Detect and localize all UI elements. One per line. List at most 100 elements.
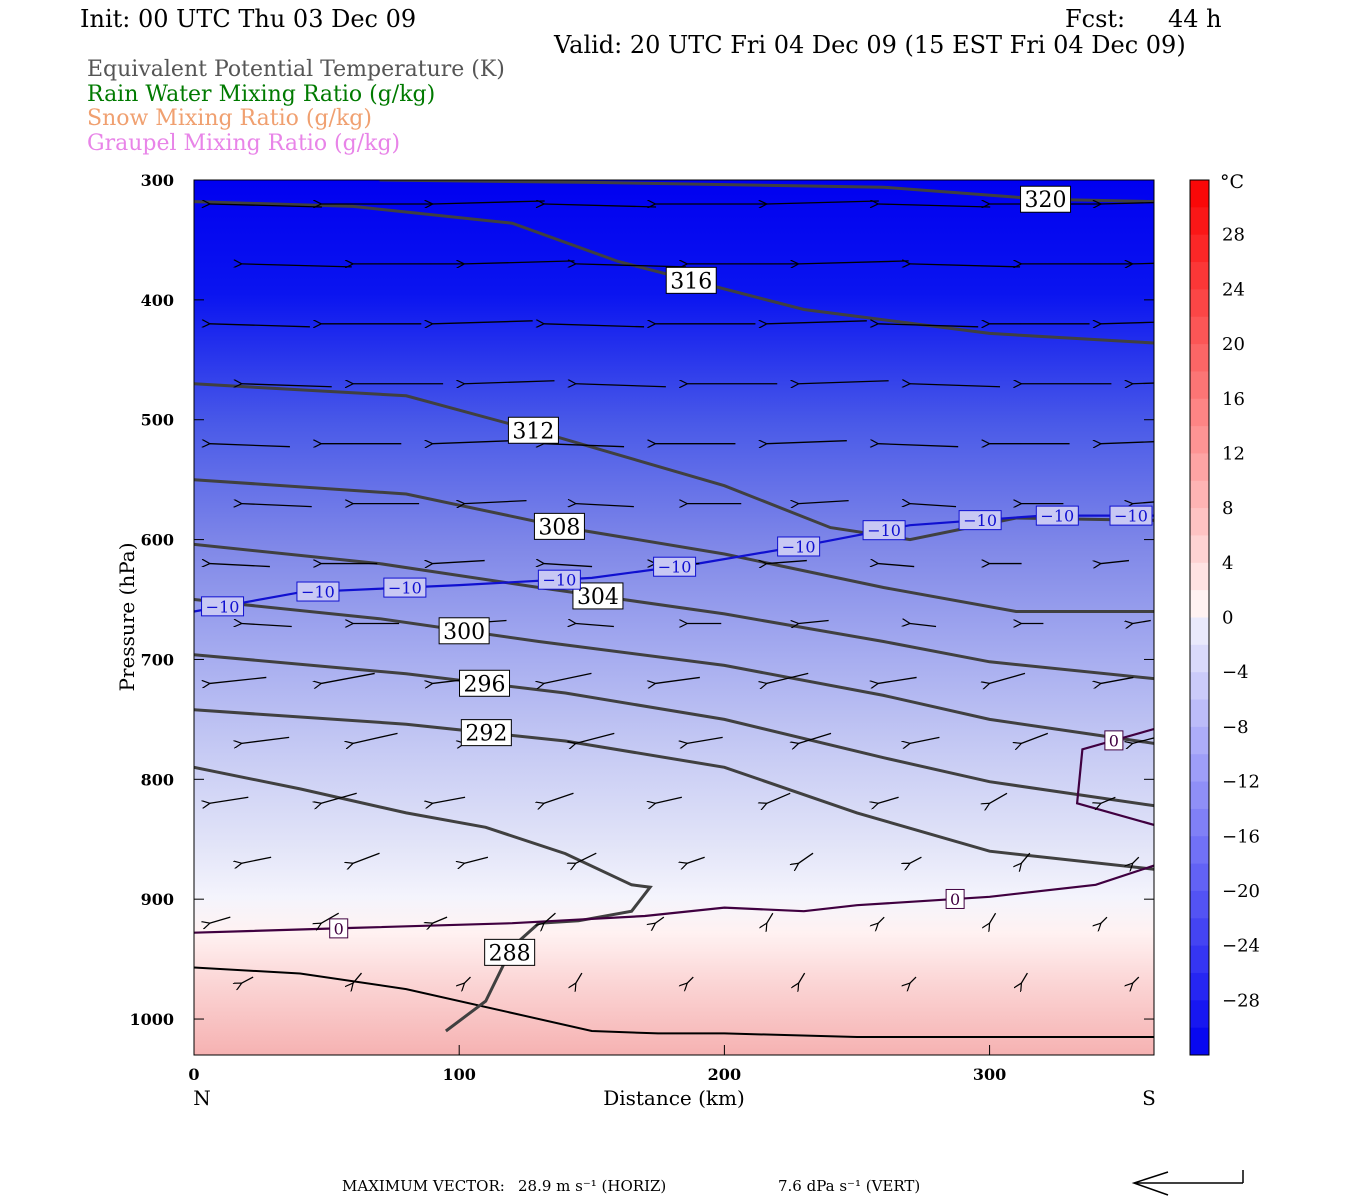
wind-vector-icon: [433, 201, 545, 204]
wind-vector-icon: [1101, 201, 1154, 204]
theta-e-label-box: [459, 669, 511, 697]
colorbar-tick-label: 8: [1222, 498, 1233, 519]
wind-vector-icon: [576, 264, 686, 267]
legend-graupel: Graupel Mixing Ratio (g/kg): [87, 131, 401, 156]
y-tick-label: 800: [141, 770, 174, 789]
temperature-label-box: [777, 536, 821, 557]
wind-vector-icon: [544, 564, 593, 567]
axes: 300 400 500 600 700 800 900 1000 0 100 200 300: [129, 171, 1154, 1084]
temperature-label-box: [201, 596, 245, 617]
wind-vector-icon: [1101, 676, 1134, 683]
temperature-label: −10: [301, 583, 335, 602]
colorbar-swatch: [1190, 644, 1209, 673]
wind-vector-icon: [210, 564, 270, 567]
y-tick-label: 900: [141, 890, 174, 909]
wind-vector-icon: [242, 736, 290, 743]
wind-vector-icon: [1133, 737, 1154, 743]
wind-vector-icon: [687, 976, 694, 983]
temperature-label-box: [1109, 505, 1153, 526]
theta-e-label-box: [507, 416, 559, 444]
colorbar-swatch: [1190, 398, 1209, 427]
wind-vector-icon: [353, 852, 380, 863]
forecast-label: Fcst:: [1065, 5, 1126, 33]
colorbar-swatch: [1190, 480, 1209, 509]
max-vector-vert: 7.6 dPa s⁻¹ (VERT): [778, 1177, 921, 1195]
theta-e-label-box: [533, 512, 585, 540]
wind-vector-icon: [1101, 321, 1154, 324]
colorbar-swatch: [1190, 1000, 1209, 1029]
wind-vector-icon: [433, 796, 466, 803]
temperature-label-box: [537, 569, 581, 590]
wind-vector-icon: [544, 792, 574, 803]
wind-vector-icon: [1021, 732, 1049, 743]
colorbar-swatch: [1190, 918, 1209, 947]
theta-e-contour-292: [194, 708, 1154, 871]
wind-vector-icon: [544, 912, 556, 923]
theta-e-contour-316: [194, 200, 1154, 345]
colorbar-swatch: [1190, 344, 1209, 372]
colorbar-frame: [1189, 179, 1210, 1056]
theta-e-label-box: [572, 582, 624, 610]
theta-e-label-box: [1020, 185, 1072, 213]
max-vector-horiz: 28.9 m s⁻¹ (HORIZ): [518, 1177, 667, 1195]
wind-vector-icon: [433, 441, 513, 444]
temperature-label: −10: [1114, 507, 1148, 526]
temperature-label-box: [329, 918, 349, 939]
wind-vector-icon: [1021, 852, 1031, 863]
colorbar-swatch: [1190, 972, 1209, 1001]
wind-vector-icon: [1133, 261, 1154, 264]
wind-vector-icon: [910, 384, 1001, 387]
colorbar-swatch: [1190, 562, 1209, 591]
temperature-label: −10: [963, 511, 997, 530]
wind-vector-icon: [433, 916, 448, 923]
x-tick-label: 100: [442, 1065, 475, 1084]
theta-e-label: 312: [512, 419, 554, 444]
colorbar-swatch: [1190, 754, 1209, 783]
colorbar-tick-label: 12: [1222, 443, 1245, 464]
temperature-label-box: [1035, 505, 1079, 526]
y-tick-label: 500: [141, 411, 174, 430]
wind-vector-icon: [910, 736, 940, 743]
temperature-label-box: [945, 888, 965, 909]
wind-vector-icon: [1101, 561, 1130, 564]
valid-time: Valid: 20 UTC Fri 04 Dec 09 (15 EST Fri …: [554, 31, 1186, 59]
wind-vector-icon: [576, 972, 583, 983]
colorbar-swatch: [1190, 207, 1209, 236]
contour-labels: 320 316 312 308 304 300 296 292 288 −10 −10 −10 −10 −…: [201, 185, 1153, 966]
wind-vector-icon: [321, 672, 375, 683]
wind-vector-icon: [767, 792, 791, 803]
colorbar-tick-label: −28: [1222, 990, 1260, 1011]
wind-vector-icon: [799, 852, 814, 863]
wind-vector-icon: [878, 204, 991, 207]
y-tick-label: 1000: [129, 1010, 174, 1029]
wind-vector-icon: [878, 676, 917, 683]
colorbar-swatch: [1190, 672, 1209, 701]
wind-vector-icon: [910, 264, 1021, 267]
forecast-hour: 44 h: [1168, 5, 1222, 33]
wind-vector-icon: [767, 912, 774, 923]
wind-vector-icon: [210, 444, 290, 447]
colorbar-swatch: [1190, 781, 1209, 810]
wind-vector-icon: [321, 792, 357, 803]
wind-vector-icon: [1101, 796, 1116, 803]
wind-vector-icon: [433, 321, 533, 324]
wind-vector-icon: [1133, 381, 1154, 384]
wind-vector-icon: [242, 623, 292, 626]
temperature-label-box: [653, 556, 697, 577]
wind-vector-icon: [464, 261, 575, 264]
wind-vector-icon: [464, 856, 489, 863]
colorbar-swatch: [1190, 836, 1209, 865]
theta-e-contour-308: [194, 478, 1154, 613]
reference-vector-icon: [1131, 1170, 1244, 1196]
plot-frame: [193, 179, 1155, 1056]
wind-vector-icon: [433, 561, 485, 564]
temperature-label: −10: [1040, 507, 1074, 526]
colorbar-tick-label: −16: [1222, 826, 1260, 847]
legend-rain-water: Rain Water Mixing Ratio (g/kg): [87, 82, 436, 107]
wind-vector-icon: [910, 504, 957, 507]
colorbar-tick-label: 20: [1222, 334, 1245, 355]
colorbar-tick-label: −4: [1222, 662, 1249, 683]
temperature-label-box: [958, 510, 1002, 531]
wind-vector-icon: [910, 856, 922, 863]
surface-line: [194, 966, 1154, 1038]
